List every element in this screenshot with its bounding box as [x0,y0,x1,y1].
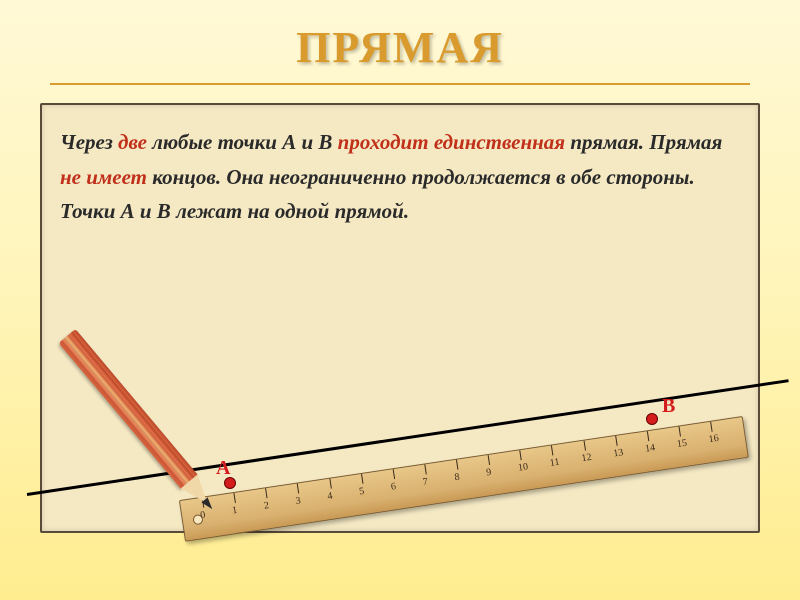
ruler-tick: 10 [520,446,558,490]
content-panel: Через две любые точки А и В проходит еди… [40,103,760,533]
ruler-tick: 7 [424,460,462,504]
rule-segment: любые точки А и В [147,130,338,154]
rule-segment: прямая. Прямая [565,130,722,154]
ruler-tick-label: 11 [549,457,560,469]
rule-segment: Через [60,130,118,154]
ruler-ticks: 012345678910111213141516 [180,417,748,541]
rule-segment: не имеет [60,165,147,189]
point-a-label: А [216,457,230,480]
ruler-tick-label: 16 [708,433,720,445]
ruler-tick-label: 7 [422,476,429,488]
pencil-wood [181,474,216,510]
point-b-label: В [662,395,675,418]
pencil [59,329,224,519]
ruler-tick-label: 8 [454,472,461,484]
ruler-tick: 9 [488,450,526,494]
ruler-tick-label: 6 [390,481,397,493]
ruler-tick: 8 [456,455,494,499]
ruler-tick-label: 9 [486,467,493,479]
straight-line [27,379,789,496]
ruler-tick: 13 [615,431,653,475]
ruler-tick-label: 3 [295,495,302,507]
pencil-body [59,329,198,489]
rule-segment: две [118,130,147,154]
rule-segment: проходит единственная [338,130,565,154]
ruler-tick: 2 [265,484,303,528]
ruler-tick: 16 [710,417,748,461]
ruler-hole [192,514,203,525]
ruler-tick: 14 [647,427,685,471]
ruler-tick: 12 [583,436,621,480]
ruler-tick-label: 10 [517,461,529,473]
ruler-tick: 6 [392,465,430,509]
pencil-tip [201,497,215,511]
ruler-tick: 5 [361,469,399,513]
rule-segment: концов. Она неограниченно продолжается в… [60,165,695,224]
ruler-tick-label: 1 [231,505,238,517]
point-b [646,413,658,425]
title-underline [50,83,750,85]
ruler-tick-label: 2 [263,500,270,512]
ruler-tick-label: 12 [581,452,593,464]
ruler-tick: 4 [329,474,367,518]
ruler-tick-label: 15 [676,438,688,450]
ruler-tick-label: 0 [200,510,207,522]
ruler-tick: 11 [551,441,589,485]
ruler-tick-label: 14 [644,442,656,454]
ruler-tick-label: 4 [327,491,334,503]
ruler-tick: 1 [234,488,272,532]
page-title: ПРЯМАЯ [0,0,800,83]
point-a [224,477,236,489]
ruler-tick: 3 [297,479,335,523]
ruler-tick-label: 13 [613,447,625,459]
ruler-tick: 0 [202,493,240,537]
ruler-tick: 15 [678,422,716,466]
ruler: 012345678910111213141516 [179,416,749,542]
rule-text: Через две любые точки А и В проходит еди… [60,125,740,229]
ruler-tick-label: 5 [358,486,365,498]
